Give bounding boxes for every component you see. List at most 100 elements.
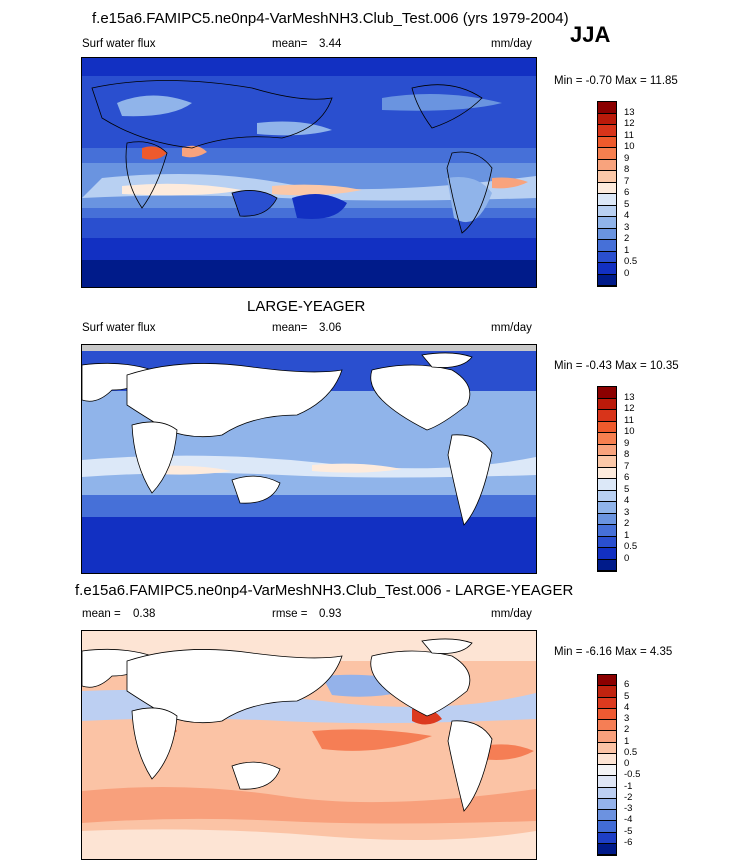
panel3-colorbar xyxy=(597,674,617,856)
colorbar-label: 0 xyxy=(624,758,630,769)
colorbar-swatch xyxy=(598,731,616,743)
colorbar-swatch xyxy=(598,148,616,160)
panel2-minmax: Min = -0.43 Max = 10.35 xyxy=(554,360,679,372)
colorbar-label: 2 xyxy=(624,724,630,736)
colorbar-swatch xyxy=(598,205,616,217)
colorbar-swatch xyxy=(598,513,616,525)
colorbar-swatch xyxy=(598,217,616,229)
colorbar-swatch xyxy=(598,832,616,844)
colorbar-label: 10 xyxy=(624,141,635,152)
colorbar-label: 1 xyxy=(624,735,630,747)
colorbar-label: 3 xyxy=(624,221,630,233)
colorbar-swatch xyxy=(598,776,616,788)
panel3-map xyxy=(81,630,537,860)
colorbar-swatch xyxy=(598,410,616,422)
colorbar-swatch xyxy=(598,479,616,491)
colorbar-label: 12 xyxy=(624,118,635,129)
colorbar-label: -2 xyxy=(624,791,633,803)
colorbar-swatch xyxy=(598,113,616,125)
colorbar-swatch xyxy=(598,697,616,709)
colorbar-label: 5 xyxy=(624,198,630,210)
panel3-rmse-label: rmse = xyxy=(272,608,308,620)
colorbar-swatch xyxy=(598,467,616,479)
panel3-minmax: Min = -6.16 Max = 4.35 xyxy=(554,646,673,658)
colorbar-label: 1 xyxy=(624,244,630,256)
colorbar-label: 11 xyxy=(624,414,634,426)
colorbar-label: 10 xyxy=(624,426,635,437)
colorbar-swatch xyxy=(598,675,616,687)
panel3-mean-label: mean = xyxy=(82,608,121,620)
colorbar-swatch xyxy=(598,765,616,777)
colorbar-swatch xyxy=(598,559,616,571)
panel1-title: f.e15a6.FAMIPC5.ne0np4-VarMeshNH3.Club_T… xyxy=(92,10,569,27)
colorbar-label: 4 xyxy=(624,210,630,221)
panel1-mean-value: 3.44 xyxy=(319,38,342,50)
panel1-mean-label: mean= xyxy=(272,38,308,50)
colorbar-label: 0 xyxy=(624,267,630,279)
colorbar-swatch xyxy=(598,102,616,114)
colorbar-label: 0.5 xyxy=(624,256,638,267)
colorbar-label: 5 xyxy=(624,483,630,495)
colorbar-label: 4 xyxy=(624,701,630,713)
colorbar-swatch xyxy=(598,433,616,445)
panel3-rmse-value: 0.93 xyxy=(319,608,342,620)
colorbar-swatch xyxy=(598,398,616,410)
panel2-colorbar xyxy=(597,386,617,572)
colorbar-label: 5 xyxy=(624,690,630,702)
colorbar-label: 11 xyxy=(624,129,634,141)
colorbar-swatch xyxy=(598,548,616,560)
colorbar-swatch xyxy=(598,228,616,240)
colorbar-label: 6 xyxy=(624,187,630,198)
colorbar-swatch xyxy=(598,720,616,732)
colorbar-label: 8 xyxy=(624,164,630,175)
colorbar-swatch xyxy=(598,263,616,275)
panel1-units: mm/day xyxy=(491,38,532,50)
colorbar-label: 3 xyxy=(624,506,630,518)
colorbar-swatch xyxy=(598,456,616,468)
colorbar-label: 1 xyxy=(624,529,630,541)
colorbar-swatch xyxy=(598,136,616,148)
colorbar-swatch xyxy=(598,536,616,548)
colorbar-swatch xyxy=(598,787,616,799)
colorbar-swatch xyxy=(598,159,616,171)
panel1-minmax: Min = -0.70 Max = 11.85 xyxy=(554,75,678,87)
colorbar-swatch xyxy=(598,251,616,263)
colorbar-swatch xyxy=(598,525,616,537)
panel3-title: f.e15a6.FAMIPC5.ne0np4-VarMeshNH3.Club_T… xyxy=(75,582,574,599)
panel2-variable: Surf water flux xyxy=(82,322,156,334)
colorbar-swatch xyxy=(598,708,616,720)
colorbar-label: -5 xyxy=(624,825,633,837)
panel3-mean-value: 0.38 xyxy=(133,608,156,620)
colorbar-swatch xyxy=(598,490,616,502)
colorbar-swatch xyxy=(598,798,616,810)
panel2-mean-value: 3.06 xyxy=(319,322,342,334)
colorbar-label: 8 xyxy=(624,449,630,460)
colorbar-label: 0.5 xyxy=(624,541,638,552)
panel2-title: LARGE-YEAGER xyxy=(247,298,366,315)
colorbar-swatch xyxy=(598,274,616,286)
colorbar-label: 7 xyxy=(624,460,630,472)
panel3-units: mm/day xyxy=(491,608,532,620)
colorbar-label: -4 xyxy=(624,814,633,826)
colorbar-label: 0 xyxy=(624,552,630,564)
colorbar-label: 13 xyxy=(624,391,635,403)
colorbar-label: 6 xyxy=(624,472,630,483)
colorbar-swatch xyxy=(598,182,616,194)
colorbar-swatch xyxy=(598,810,616,822)
colorbar-label: 0.5 xyxy=(624,746,638,758)
colorbar-label: 2 xyxy=(624,518,630,529)
colorbar-label: 3 xyxy=(624,713,630,724)
colorbar-label: 4 xyxy=(624,495,630,506)
panel1-variable: Surf water flux xyxy=(82,38,156,50)
colorbar-label: 7 xyxy=(624,175,630,187)
colorbar-swatch xyxy=(598,387,616,399)
colorbar-label: -3 xyxy=(624,803,633,814)
colorbar-label: 12 xyxy=(624,403,635,414)
panel1-colorbar xyxy=(597,101,617,287)
colorbar-label: 6 xyxy=(624,679,630,691)
colorbar-swatch xyxy=(598,444,616,456)
colorbar-label: 13 xyxy=(624,106,635,118)
panel1-map xyxy=(81,57,537,288)
colorbar-swatch xyxy=(598,125,616,137)
colorbar-swatch xyxy=(598,171,616,183)
